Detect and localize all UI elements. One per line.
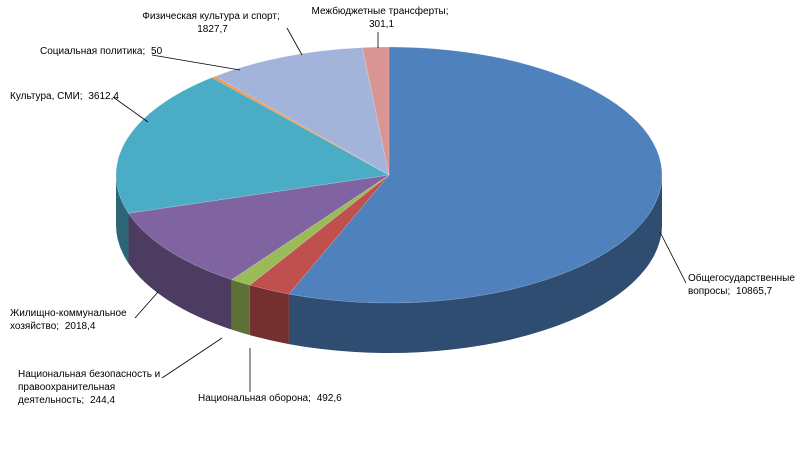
value-label: 3612,4 (88, 91, 119, 102)
leader-line (286, 27, 303, 56)
category-label: Межбюджетные трансферты; (311, 6, 449, 17)
data-label: Жилищно-коммунальное хозяйство; 2018,4 (10, 307, 140, 333)
leader-line (161, 337, 223, 379)
value-label: 2018,4 (64, 321, 96, 332)
pie-slice (231, 174, 390, 336)
data-label: Национальная оборона; 492,6 (198, 392, 368, 405)
leader-line (134, 291, 159, 319)
category-label: Национальная безопасность и правоохранит… (18, 369, 161, 406)
slice-top (211, 75, 390, 176)
slice-top (115, 77, 390, 214)
value-label: 301,1 (368, 19, 395, 30)
pie-slice (214, 47, 390, 176)
value-label: 1827,7 (197, 24, 228, 35)
data-label: Социальная политика; 50 (40, 45, 200, 58)
category-label: Физическая культура и спорт; (142, 11, 280, 22)
data-label: Межбюджетные трансферты; 301,1 (310, 5, 450, 31)
slice-side (249, 285, 289, 345)
data-label: Физическая культура и спорт; 1827,7 (140, 10, 282, 36)
data-label: Культура, СМИ; 3612,4 (10, 90, 160, 103)
category-label: Национальная оборона; (198, 393, 311, 404)
category-label: Культура, СМИ; (10, 91, 83, 102)
data-label: Национальная безопасность и правоохранит… (18, 368, 168, 407)
leader-line (151, 54, 241, 71)
slice-side (116, 175, 129, 264)
category-label: Жилищно-коммунальное хозяйство; (10, 308, 127, 332)
pie-slice (211, 75, 390, 176)
data-label: Общегосударственные вопросы; 10865,7 (688, 272, 798, 298)
value-label: 10865,7 (736, 286, 773, 297)
slice-top (214, 47, 390, 176)
value-label: 50 (151, 46, 163, 57)
slice-side (231, 279, 250, 336)
category-label: Социальная политика; (40, 46, 146, 57)
leader-line (659, 231, 687, 284)
slice-top (288, 46, 663, 304)
value-label: 244,4 (90, 395, 116, 406)
leader-line (112, 96, 149, 123)
value-label: 492,6 (316, 393, 342, 404)
category-label: Общегосударственные вопросы; (688, 273, 795, 297)
pie-slice (128, 174, 390, 330)
slice-top (231, 174, 390, 286)
slice-top (249, 174, 390, 295)
pie-slice (288, 46, 663, 353)
slice-top (128, 174, 390, 280)
pie-slice (362, 46, 390, 176)
slice-side (128, 213, 232, 330)
slice-top (362, 46, 390, 176)
pie-slice (249, 174, 390, 345)
slice-side (288, 175, 662, 353)
pie-slice (115, 77, 390, 264)
